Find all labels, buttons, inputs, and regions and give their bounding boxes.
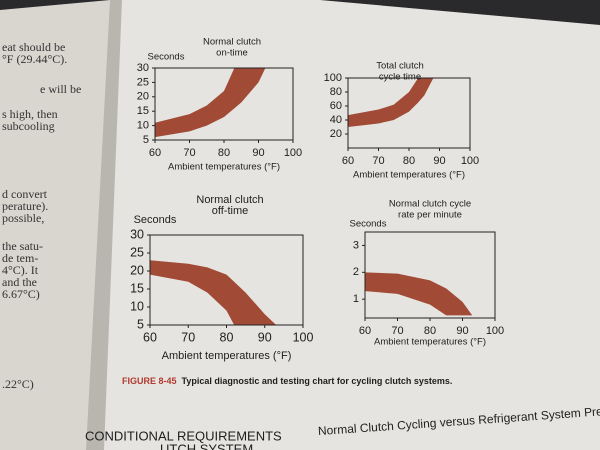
chart-title: off-time: [212, 205, 248, 217]
y-tick-label: 10: [137, 120, 149, 132]
left-page-line: and the: [2, 275, 37, 289]
y-axis-label: Seconds: [134, 214, 177, 226]
y-tick-label: 15: [137, 105, 149, 117]
caption-text: Typical diagnostic and testing chart for…: [182, 376, 453, 386]
caption-label: FIGURE 8-45: [122, 376, 177, 386]
x-axis-label: Ambient temperatures (°F): [168, 162, 280, 173]
x-tick-label: 70: [391, 325, 403, 337]
y-tick-label: 5: [143, 134, 149, 146]
x-axis-label: Ambient temperatures (°F): [162, 350, 292, 362]
left-page-line: subcooling: [2, 119, 55, 133]
chart-title: cycle time: [379, 72, 421, 83]
left-page-line: eat should be: [2, 40, 65, 54]
x-tick-label: 70: [372, 155, 384, 167]
y-tick-label: 20: [330, 128, 342, 140]
left-page: [0, 0, 110, 450]
x-tick-label: 70: [181, 330, 195, 344]
x-tick-label: 80: [403, 155, 415, 167]
chart: 5 10 15 20 25 30 60 70 80 90 100 Normal clutchoff-t…: [130, 194, 313, 362]
x-tick-label: 100: [461, 155, 479, 167]
x-tick-label: 100: [293, 330, 314, 344]
left-page-line: 6.67°C): [2, 287, 40, 301]
x-tick-label: 90: [258, 330, 272, 344]
chart: 5 10 15 20 25 30 60 70 80 90 100 Normal clutchon-ti…: [137, 37, 302, 173]
band: [365, 272, 473, 316]
x-axis-label: Ambient temperatures (°F): [353, 170, 465, 181]
y-tick-label: 60: [330, 100, 342, 112]
left-page-line: de tem-: [2, 251, 38, 265]
x-tick-label: 60: [149, 147, 161, 159]
chart-title: Normal clutch: [203, 37, 261, 48]
caption: FIGURE 8-45 Typical diagnostic and testin…: [122, 376, 452, 386]
left-page-line: 4°C). It: [2, 263, 39, 277]
left-page-line: °F (29.44°C).: [2, 52, 67, 66]
x-tick-label: 60: [359, 325, 371, 337]
chart: 20 40 60 80 100 60 70 80 90 100 Total clutchcycle …: [324, 61, 480, 181]
left-page-line: possible,: [2, 211, 44, 225]
y-tick-label: 3: [353, 239, 359, 251]
y-tick-label: 30: [137, 62, 149, 74]
y-tick-label: 30: [130, 227, 144, 241]
section-heading: CONDITIONAL REQUIREMENTS: [85, 428, 282, 443]
band: [348, 78, 434, 127]
gutter: [86, 0, 122, 450]
x-tick-label: 100: [486, 325, 504, 337]
x-tick-label: 90: [456, 325, 468, 337]
chart-title: Normal clutch: [196, 194, 263, 206]
left-page-line: .22°C): [2, 377, 34, 391]
left-page-line: e will be: [40, 82, 81, 96]
y-axis-label: Seconds: [350, 219, 387, 230]
y-tick-label: 20: [130, 263, 144, 277]
x-tick-label: 80: [424, 325, 436, 337]
chart-title: Normal clutch cycle: [389, 199, 471, 210]
y-tick-label: 25: [130, 245, 144, 259]
band: [150, 260, 277, 325]
y-tick-label: 15: [130, 281, 144, 295]
x-tick-label: 70: [183, 147, 195, 159]
left-page-line: perature).: [2, 199, 48, 213]
y-tick-label: 1: [353, 293, 359, 305]
y-tick-label: 10: [130, 299, 144, 313]
y-tick-label: 2: [353, 266, 359, 278]
x-tick-label: 90: [433, 155, 445, 167]
x-tick-label: 80: [218, 147, 230, 159]
y-axis-label: Seconds: [148, 52, 185, 63]
left-page-line: d convert: [2, 187, 48, 201]
x-tick-label: 60: [143, 330, 157, 344]
x-tick-label: 100: [284, 147, 302, 159]
band: [155, 68, 266, 138]
chart-title: on-time: [216, 48, 248, 59]
y-tick-label: 80: [330, 86, 342, 98]
left-page-line: s high, then: [2, 107, 58, 121]
x-tick-label: 60: [342, 155, 354, 167]
chart-title: Total clutch: [376, 61, 424, 72]
x-tick-label: 80: [220, 330, 234, 344]
left-page-line: the satu-: [2, 239, 43, 253]
chart-title: rate per minute: [398, 210, 462, 221]
y-tick-label: 20: [137, 91, 149, 103]
section-subheading: UTCH SYSTEM: [160, 441, 253, 450]
x-axis-label: Ambient temperatures (°F): [374, 337, 486, 348]
y-tick-label: 100: [324, 72, 342, 84]
left-text: eat should be°F (29.44°C). e will be s hig…: [2, 40, 81, 391]
y-tick-label: 5: [137, 317, 144, 331]
y-tick-label: 25: [137, 76, 149, 88]
y-tick-label: 40: [330, 114, 342, 126]
x-tick-label: 90: [252, 147, 264, 159]
